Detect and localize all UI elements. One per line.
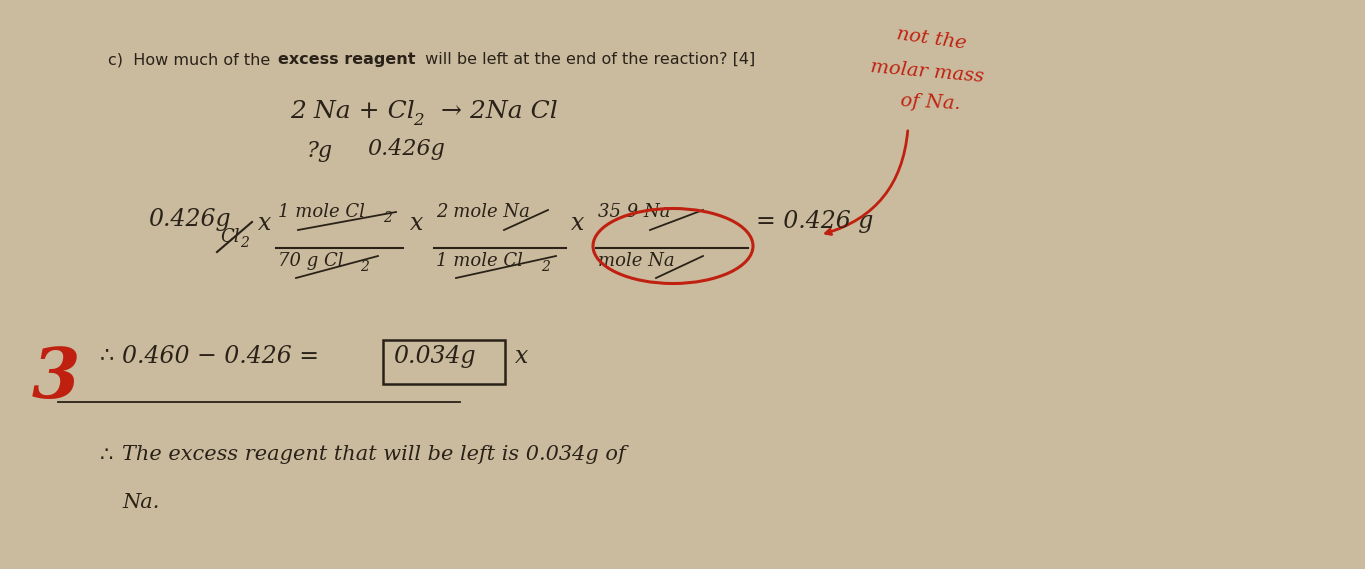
Text: → 2Na Cl: → 2Na Cl [425,100,558,123]
Text: x: x [258,212,272,235]
Text: 1 mole Cl: 1 mole Cl [435,252,523,270]
Text: 2: 2 [360,260,369,274]
Text: x: x [571,212,584,235]
Text: 3: 3 [31,345,81,413]
Text: 2: 2 [541,260,550,274]
Text: ?g: ?g [307,140,333,162]
Text: not the: not the [895,25,966,52]
Text: Na.: Na. [121,493,160,512]
Text: ∴: ∴ [100,445,113,465]
Text: molar mass: molar mass [870,58,986,86]
Text: 0.426g: 0.426g [367,138,445,160]
Text: will be left at the end of the reaction? [4]: will be left at the end of the reaction?… [420,52,755,67]
Text: 2: 2 [384,211,392,225]
Text: 2: 2 [240,236,248,250]
Text: 2 Na + Cl: 2 Na + Cl [289,100,415,123]
Text: mole Na: mole Na [598,252,674,270]
Text: = 0.426 g: = 0.426 g [756,210,874,233]
Text: The excess reagent that will be left is 0.034g of: The excess reagent that will be left is … [121,445,625,464]
Text: 1 mole Cl: 1 mole Cl [278,203,364,221]
Text: c)  How much of the: c) How much of the [108,52,276,67]
Text: 2: 2 [414,112,423,129]
Text: 0.426g: 0.426g [147,208,231,231]
Text: Cl: Cl [220,228,239,246]
Text: 35.9 Na: 35.9 Na [598,203,670,221]
Text: 0.034g: 0.034g [393,345,475,368]
Text: 70 g Cl: 70 g Cl [278,252,344,270]
Text: x: x [410,212,423,235]
Text: ∴: ∴ [100,345,115,365]
Text: x: x [515,345,528,368]
Text: excess reagent: excess reagent [278,52,415,67]
Text: 0.460 − 0.426 =: 0.460 − 0.426 = [121,345,319,368]
Text: of Na.: of Na. [900,92,961,113]
Text: 2 mole Na: 2 mole Na [435,203,530,221]
